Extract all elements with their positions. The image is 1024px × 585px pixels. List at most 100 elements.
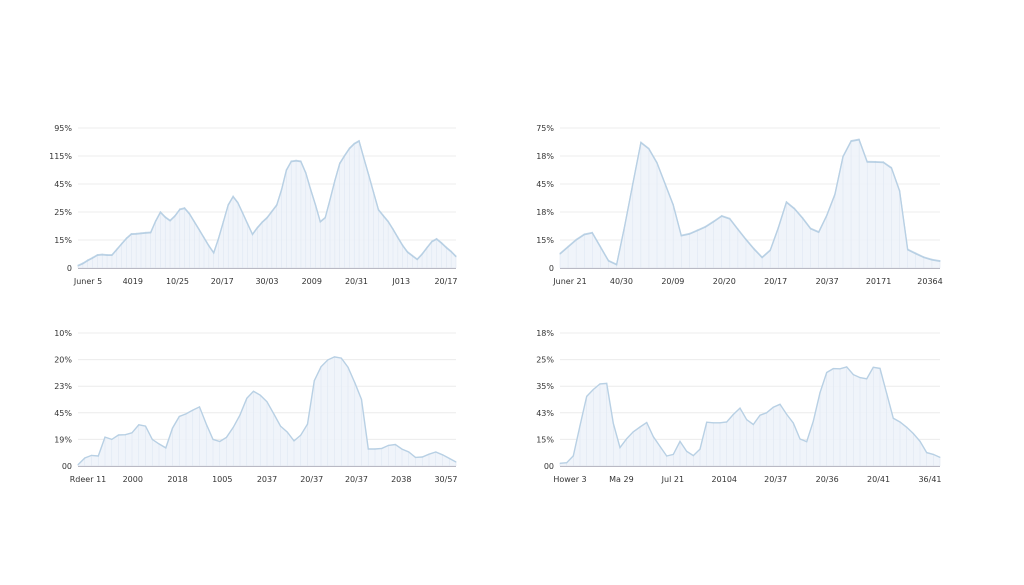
y-tick-label: 23% bbox=[54, 382, 72, 391]
data-point bbox=[212, 438, 214, 440]
data-point bbox=[208, 244, 210, 246]
data-point bbox=[583, 233, 585, 235]
series-area bbox=[560, 139, 940, 268]
data-point bbox=[882, 161, 885, 163]
data-point bbox=[198, 228, 200, 230]
data-point bbox=[329, 198, 331, 200]
data-point bbox=[719, 422, 721, 424]
data-point bbox=[306, 423, 309, 425]
y-tick-label: 115% bbox=[49, 152, 72, 161]
data-point bbox=[77, 464, 79, 466]
data-point bbox=[104, 436, 106, 438]
data-point bbox=[382, 214, 384, 216]
data-point bbox=[599, 383, 601, 385]
data-point bbox=[566, 462, 568, 464]
data-point bbox=[87, 259, 89, 261]
data-point bbox=[279, 425, 282, 427]
data-point bbox=[144, 425, 147, 427]
x-tick-label: 20/37 bbox=[345, 475, 368, 484]
data-point bbox=[426, 246, 428, 248]
data-point bbox=[290, 160, 292, 162]
data-point bbox=[890, 166, 893, 169]
data-point bbox=[892, 417, 894, 419]
data-point bbox=[285, 169, 287, 171]
x-tick-label: Ma 29 bbox=[609, 475, 634, 484]
data-point bbox=[915, 252, 917, 254]
x-tick-label: Hower 3 bbox=[553, 475, 586, 484]
data-point bbox=[402, 244, 404, 246]
data-point bbox=[866, 160, 868, 162]
x-tick-label: J013 bbox=[391, 277, 410, 286]
data-point bbox=[339, 162, 341, 164]
data-point bbox=[680, 234, 682, 236]
data-point bbox=[926, 452, 928, 454]
data-point bbox=[721, 214, 723, 217]
data-point bbox=[237, 201, 239, 203]
data-point bbox=[812, 420, 814, 422]
chart-bottom-left: 00 19% 45% 23% 20% 10% Rdeer 11 2000 2018 1005 203… bbox=[54, 329, 457, 484]
data-point bbox=[672, 203, 674, 205]
data-point bbox=[806, 441, 808, 443]
x-tick-label: 20/41 bbox=[867, 475, 890, 484]
data-point bbox=[745, 238, 747, 240]
data-point bbox=[381, 447, 383, 449]
data-point bbox=[266, 216, 268, 218]
data-point bbox=[572, 455, 574, 457]
data-point bbox=[435, 451, 437, 453]
data-point bbox=[579, 425, 581, 427]
data-point bbox=[659, 445, 661, 447]
data-point bbox=[866, 378, 868, 380]
data-point bbox=[135, 232, 137, 234]
data-point bbox=[666, 455, 668, 457]
data-point bbox=[777, 226, 779, 228]
data-point bbox=[712, 422, 714, 424]
data-point bbox=[688, 232, 691, 234]
data-point bbox=[769, 249, 771, 251]
x-tick-label: 2009 bbox=[302, 277, 322, 286]
data-point bbox=[266, 401, 268, 403]
x-tick-label: Juner 21 bbox=[552, 277, 586, 286]
y-tick-label: 25% bbox=[536, 356, 554, 365]
data-point bbox=[97, 455, 99, 457]
data-point bbox=[858, 138, 860, 140]
data-point bbox=[448, 457, 450, 459]
data-point bbox=[732, 413, 734, 416]
data-point bbox=[232, 195, 234, 197]
data-point bbox=[343, 154, 346, 156]
y-tick-label: 15% bbox=[54, 236, 72, 245]
data-point bbox=[184, 207, 186, 209]
data-point bbox=[640, 141, 642, 143]
data-point bbox=[360, 398, 363, 400]
data-point bbox=[923, 256, 925, 258]
data-point bbox=[169, 219, 171, 221]
data-point bbox=[656, 161, 658, 163]
data-point bbox=[394, 443, 396, 446]
data-point bbox=[912, 432, 914, 435]
data-point bbox=[367, 448, 369, 450]
data-point bbox=[939, 456, 941, 458]
data-point bbox=[826, 214, 828, 216]
data-point bbox=[779, 403, 781, 405]
data-point bbox=[397, 236, 399, 238]
data-point bbox=[859, 377, 861, 379]
data-point bbox=[607, 259, 610, 261]
data-point bbox=[286, 431, 288, 433]
data-point bbox=[293, 440, 295, 442]
data-point bbox=[646, 421, 648, 424]
data-point bbox=[739, 407, 741, 409]
data-point bbox=[158, 443, 160, 445]
y-tick-label: 15% bbox=[536, 236, 554, 245]
y-tick-label: 18% bbox=[536, 152, 554, 161]
data-point bbox=[842, 155, 844, 157]
y-tick-label: 00 bbox=[62, 462, 72, 471]
data-point bbox=[363, 157, 365, 159]
x-tick-label: Rdeer 11 bbox=[70, 475, 107, 484]
data-point bbox=[300, 160, 302, 162]
data-point bbox=[353, 142, 355, 144]
data-point bbox=[340, 357, 342, 359]
y-tick-label: 35% bbox=[536, 382, 554, 391]
data-point bbox=[455, 255, 457, 257]
data-point bbox=[406, 250, 409, 253]
data-point bbox=[785, 201, 788, 203]
